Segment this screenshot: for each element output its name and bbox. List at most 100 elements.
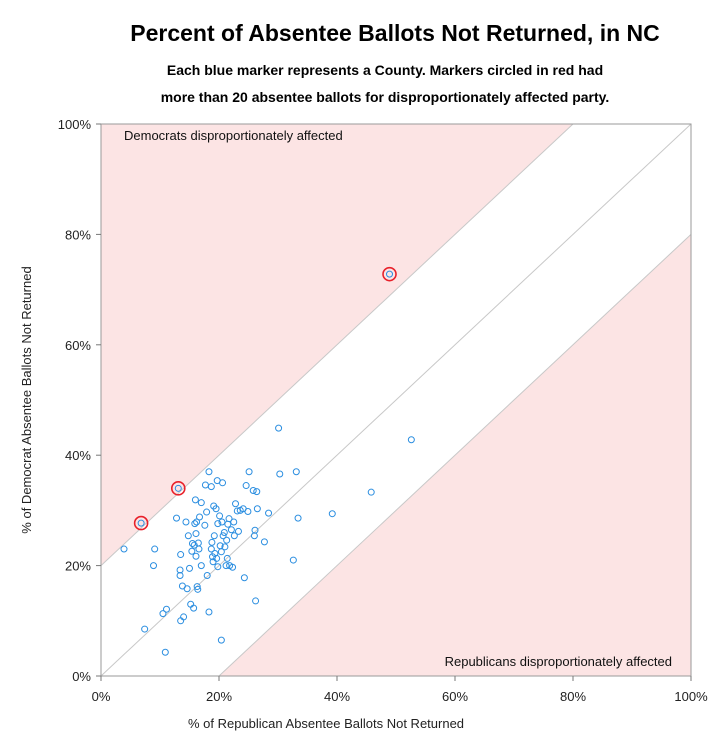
data-point <box>141 625 149 633</box>
x-tick-label: 40% <box>324 689 350 704</box>
y-tick-label: 40% <box>65 448 91 463</box>
data-point <box>177 551 185 559</box>
data-point <box>222 562 230 570</box>
y-axis-label: % of Democrat Absentee Ballots Not Retur… <box>19 266 34 533</box>
data-point <box>232 500 240 508</box>
data-point <box>195 545 203 553</box>
data-point <box>251 526 259 534</box>
data-point <box>205 608 213 616</box>
data-point <box>197 562 205 570</box>
y-tick-label: 80% <box>65 227 91 242</box>
y-tick-label: 60% <box>65 338 91 353</box>
data-point <box>208 538 216 546</box>
data-point <box>211 549 219 557</box>
data-point <box>159 610 167 618</box>
data-point <box>407 436 415 444</box>
data-point <box>214 563 222 571</box>
data-point <box>219 479 227 487</box>
data-point <box>188 540 196 548</box>
data-point <box>183 585 191 593</box>
y-tick-label: 100% <box>58 117 92 132</box>
data-point <box>234 527 242 535</box>
data-point <box>193 518 201 526</box>
data-point <box>253 505 261 513</box>
data-point <box>294 514 302 522</box>
data-point <box>173 514 181 522</box>
diagonal-line-upper <box>100 123 574 566</box>
data-point <box>289 556 297 564</box>
data-point <box>214 520 222 528</box>
data-point <box>186 564 193 572</box>
data-point <box>161 648 169 656</box>
annotation-republicans-affected: Republicans disproportionately affected <box>445 654 672 669</box>
data-point <box>225 515 233 523</box>
data-point <box>194 585 202 593</box>
data-point <box>260 538 268 546</box>
data-point <box>217 636 225 644</box>
plot-border <box>100 123 692 677</box>
data-point <box>190 541 198 549</box>
x-tick-label: 60% <box>442 689 468 704</box>
data-point <box>221 543 229 551</box>
data-point <box>249 487 257 495</box>
data-point <box>203 572 211 580</box>
data-point <box>253 488 261 496</box>
data-point <box>292 468 300 476</box>
data-point <box>217 548 225 556</box>
data-point <box>150 562 158 570</box>
data-point <box>212 505 220 513</box>
x-tick-label: 100% <box>674 689 708 704</box>
data-point <box>213 554 221 562</box>
diagonal-line-lower <box>218 234 692 677</box>
data-point <box>191 520 199 528</box>
data-point <box>252 597 260 605</box>
data-point <box>219 532 227 540</box>
y-tick-label: 20% <box>65 559 91 574</box>
data-point <box>190 604 198 612</box>
data-point <box>201 521 209 529</box>
data-point <box>201 481 209 489</box>
plot-frame <box>100 123 692 677</box>
data-point <box>224 520 232 528</box>
y-axis-ticks: 0% 20% 40% 60% 80% 100% <box>58 117 101 684</box>
data-point <box>197 499 205 507</box>
chart-subtitle-line-2: more than 20 absentee ballots for dispro… <box>160 89 610 105</box>
data-point <box>276 470 284 478</box>
data-point <box>174 484 182 492</box>
data-point <box>192 530 200 538</box>
highlight-ring <box>382 266 397 282</box>
data-point <box>244 508 252 516</box>
data-point <box>275 424 283 432</box>
data-point <box>242 482 250 490</box>
data-point <box>386 270 394 278</box>
highlight-rings <box>133 266 397 531</box>
data-point <box>328 510 336 518</box>
data-points <box>120 270 415 656</box>
data-point <box>210 532 218 540</box>
data-point <box>120 545 128 553</box>
data-point <box>137 519 145 527</box>
data-point <box>223 536 231 544</box>
data-point <box>227 526 235 534</box>
data-point <box>207 483 215 491</box>
data-point <box>265 509 273 517</box>
data-point <box>192 552 200 560</box>
data-point <box>230 518 238 526</box>
data-point <box>176 566 184 574</box>
chart-subtitle-line-1: Each blue marker represents a County. Ma… <box>166 62 604 78</box>
data-point <box>229 563 237 571</box>
data-point <box>367 488 375 496</box>
data-point <box>216 512 224 520</box>
annotation-democrats-affected: Democrats disproportionately affected <box>124 128 343 143</box>
x-axis-ticks: 0% 20% 40% 60% 80% 100% <box>92 676 708 704</box>
data-point <box>180 613 188 621</box>
data-point <box>223 554 231 562</box>
highlight-ring <box>170 481 186 496</box>
data-point <box>203 508 211 516</box>
data-point <box>233 507 241 515</box>
data-point <box>205 468 213 476</box>
data-point <box>151 545 159 553</box>
data-point <box>218 518 226 526</box>
x-axis-label: % of Republican Absentee Ballots Not Ret… <box>188 716 464 731</box>
